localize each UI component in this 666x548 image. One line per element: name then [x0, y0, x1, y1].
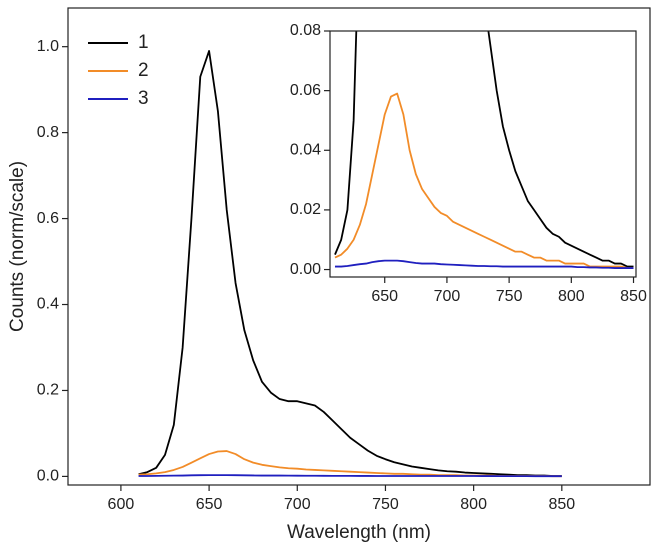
x-tick-label: 600 — [108, 496, 135, 513]
legend-label: 3 — [138, 88, 149, 109]
plot-frame — [329, 30, 637, 278]
x-tick-label: 800 — [460, 496, 487, 513]
x-tick-label: 650 — [371, 288, 398, 305]
y-tick-label: 0.0 — [37, 468, 59, 485]
x-tick-label: 850 — [620, 288, 647, 305]
plot-frame — [67, 7, 651, 486]
series-line — [138, 474, 562, 478]
y-tick-label: 0.02 — [290, 201, 321, 218]
series-line — [334, 259, 634, 269]
x-axis-label: Wavelength (nm) — [287, 522, 431, 543]
series-line — [334, 31, 634, 268]
x-tick-label: 750 — [496, 288, 523, 305]
legend-label: 2 — [138, 60, 149, 81]
x-tick-label: 700 — [434, 288, 461, 305]
y-axis-label: Counts (norm/scale) — [7, 161, 28, 332]
plot-area — [138, 50, 562, 478]
y-tick-label: 1.0 — [37, 38, 59, 55]
y-tick-label: 0.06 — [290, 82, 321, 99]
legend-label: 1 — [138, 32, 149, 53]
y-tick-label: 0.4 — [37, 296, 59, 313]
x-tick-label: 850 — [548, 496, 575, 513]
y-tick-label: 0.8 — [37, 124, 59, 141]
y-tick-label: 0.08 — [290, 22, 321, 39]
y-tick-label: 0.04 — [290, 141, 321, 158]
series-line — [138, 450, 562, 478]
x-tick-label: 650 — [196, 496, 223, 513]
y-tick-label: 0.00 — [290, 261, 321, 278]
x-tick-label: 700 — [284, 496, 311, 513]
x-tick-label: 750 — [372, 496, 399, 513]
series-line — [138, 50, 562, 477]
x-tick-label: 800 — [558, 288, 585, 305]
series-line — [334, 92, 634, 269]
plot-area — [334, 31, 634, 269]
y-tick-label: 0.2 — [37, 382, 59, 399]
y-tick-label: 0.6 — [37, 210, 59, 227]
